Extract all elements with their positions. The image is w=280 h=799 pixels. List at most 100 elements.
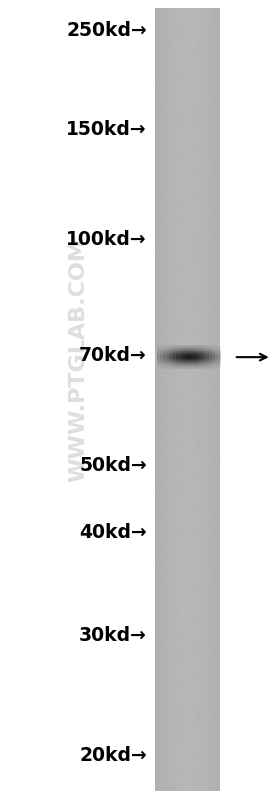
- Point: [189, 229, 193, 242]
- Point: [175, 213, 179, 225]
- Point: [179, 470, 183, 483]
- Point: [155, 15, 160, 28]
- Point: [170, 552, 175, 565]
- Point: [164, 28, 169, 41]
- Point: [175, 670, 179, 682]
- Point: [157, 691, 161, 704]
- Point: [213, 560, 217, 573]
- Point: [180, 137, 185, 150]
- Point: [216, 189, 221, 201]
- Point: [184, 180, 188, 193]
- Point: [181, 38, 185, 50]
- Point: [172, 342, 177, 355]
- Point: [215, 594, 220, 607]
- Point: [190, 240, 195, 253]
- Point: [153, 194, 158, 207]
- Point: [169, 177, 174, 189]
- Point: [211, 189, 215, 202]
- Point: [183, 65, 187, 78]
- Point: [181, 390, 186, 403]
- Point: [203, 256, 207, 268]
- Point: [203, 42, 208, 54]
- Point: [213, 136, 217, 149]
- Point: [154, 169, 158, 181]
- Point: [191, 390, 196, 403]
- Point: [172, 335, 177, 348]
- Point: [192, 420, 196, 433]
- Point: [160, 681, 164, 694]
- Point: [169, 271, 174, 284]
- Point: [186, 512, 190, 525]
- Point: [209, 590, 213, 602]
- Point: [171, 277, 175, 290]
- Point: [164, 224, 168, 237]
- Point: [215, 650, 219, 662]
- Point: [160, 744, 165, 757]
- Point: [159, 592, 163, 605]
- Point: [200, 396, 205, 408]
- Point: [182, 547, 186, 559]
- Point: [214, 308, 218, 321]
- Point: [207, 51, 212, 64]
- Point: [195, 777, 200, 789]
- Point: [204, 605, 208, 618]
- Point: [160, 519, 164, 531]
- Point: [160, 56, 164, 69]
- Bar: [162, 8, 163, 791]
- Point: [215, 760, 220, 773]
- Point: [162, 181, 167, 194]
- Point: [173, 782, 178, 795]
- Point: [176, 264, 181, 277]
- Point: [185, 145, 190, 157]
- Point: [192, 559, 196, 572]
- Point: [159, 193, 164, 205]
- Point: [203, 666, 208, 679]
- Point: [158, 531, 162, 544]
- Point: [209, 784, 213, 797]
- Point: [195, 688, 200, 701]
- Point: [172, 80, 177, 93]
- Point: [208, 579, 212, 592]
- Point: [204, 307, 208, 320]
- Point: [194, 145, 199, 158]
- Point: [194, 453, 199, 466]
- Point: [213, 41, 217, 54]
- Point: [176, 335, 180, 348]
- Point: [155, 233, 159, 245]
- Point: [160, 85, 165, 98]
- Point: [163, 321, 167, 334]
- Point: [200, 252, 204, 265]
- Point: [180, 634, 185, 646]
- Point: [177, 573, 181, 586]
- Point: [213, 184, 217, 197]
- Point: [191, 229, 195, 241]
- Point: [162, 660, 167, 673]
- Point: [199, 706, 203, 718]
- Point: [183, 706, 188, 719]
- Point: [193, 126, 198, 139]
- Point: [167, 781, 172, 794]
- Point: [201, 346, 206, 359]
- Point: [203, 32, 207, 45]
- Point: [161, 684, 165, 697]
- Point: [201, 343, 206, 356]
- Point: [202, 423, 207, 435]
- Point: [176, 754, 181, 767]
- Point: [213, 218, 218, 231]
- Point: [159, 296, 164, 308]
- Point: [161, 718, 165, 730]
- Point: [168, 549, 172, 562]
- Point: [167, 601, 172, 614]
- Point: [169, 658, 173, 670]
- Point: [211, 688, 216, 701]
- Point: [159, 694, 164, 706]
- Point: [161, 772, 166, 785]
- Point: [184, 632, 188, 645]
- Point: [158, 714, 162, 726]
- Point: [179, 632, 183, 645]
- Point: [189, 431, 193, 444]
- Point: [213, 779, 218, 792]
- Point: [166, 447, 171, 459]
- Point: [166, 490, 171, 503]
- Point: [210, 121, 214, 134]
